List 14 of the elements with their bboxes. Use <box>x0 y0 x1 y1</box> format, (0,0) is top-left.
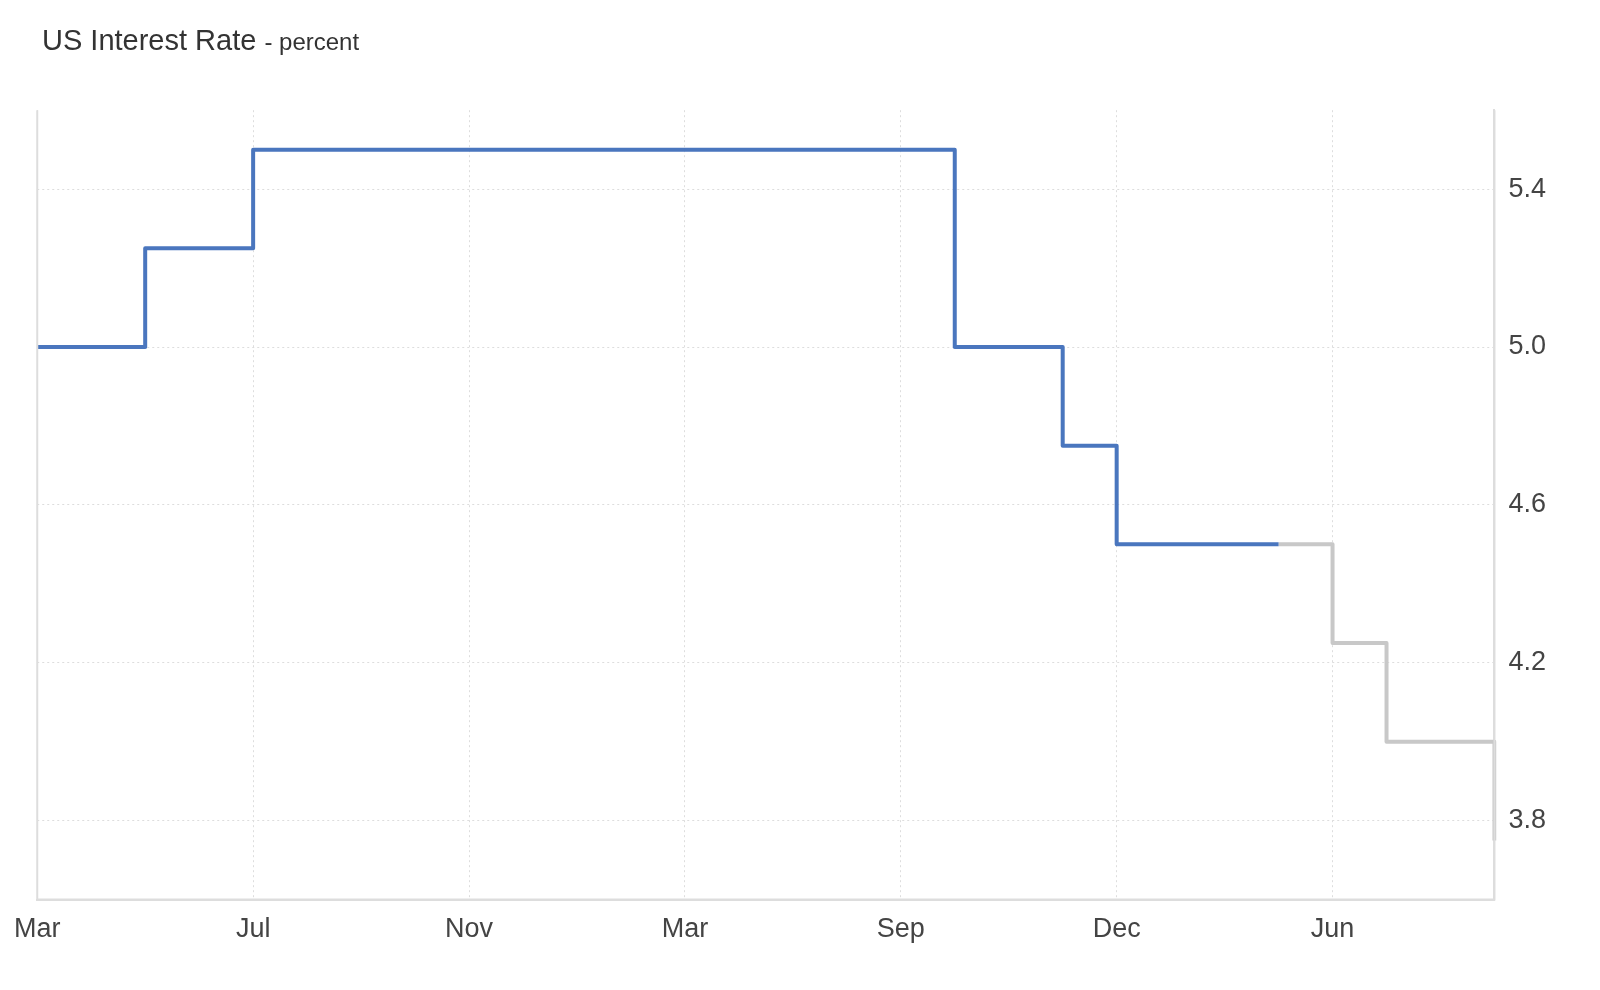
y-tick-label: 5.4 <box>1508 172 1547 203</box>
x-tick-label: Dec <box>1092 913 1141 944</box>
x-tick-label: Nov <box>445 913 494 944</box>
x-tick-label: Mar <box>14 913 61 944</box>
y-tick-label: 3.8 <box>1508 804 1547 835</box>
chart-title: US Interest Rate <box>42 24 257 56</box>
chart-subtitle: - percent <box>264 28 360 55</box>
x-tick-label: Sep <box>876 913 925 944</box>
y-tick-label: 4.2 <box>1508 646 1547 677</box>
x-tick-label: Jun <box>1310 913 1355 944</box>
y-tick-label: 4.6 <box>1508 488 1547 519</box>
x-tick-label: Mar <box>661 913 709 944</box>
x-tick-label: Jul <box>235 913 271 944</box>
y-tick-label: 5.0 <box>1508 330 1547 361</box>
